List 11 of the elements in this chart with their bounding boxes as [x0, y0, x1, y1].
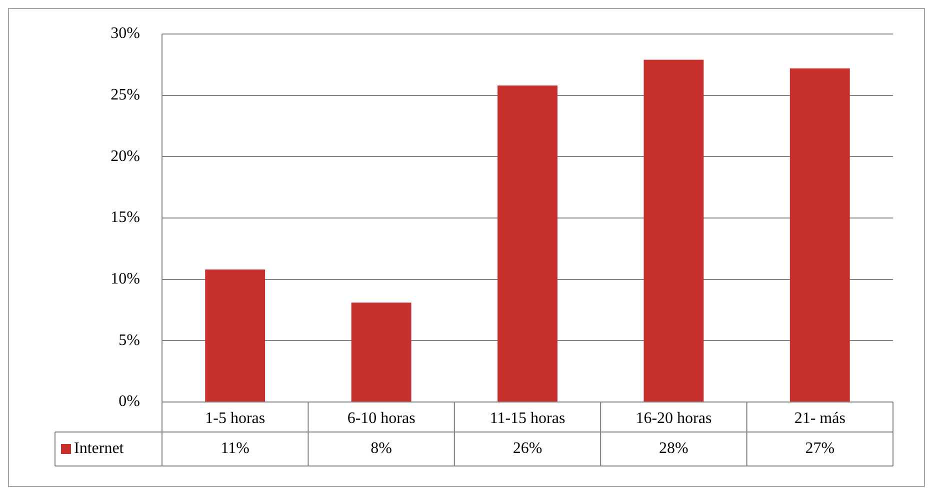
- bar: [790, 68, 850, 402]
- bar: [351, 302, 412, 402]
- y-tick-label: 5%: [118, 332, 140, 349]
- y-tick-label: 10%: [110, 270, 140, 288]
- y-tick-label: 15%: [110, 209, 140, 226]
- bar: [644, 60, 704, 402]
- y-tick-label: 30%: [110, 25, 140, 42]
- bar: [498, 86, 558, 402]
- y-tick-label: 20%: [110, 148, 140, 165]
- y-tick-label: 25%: [110, 86, 140, 104]
- bar: [205, 270, 266, 402]
